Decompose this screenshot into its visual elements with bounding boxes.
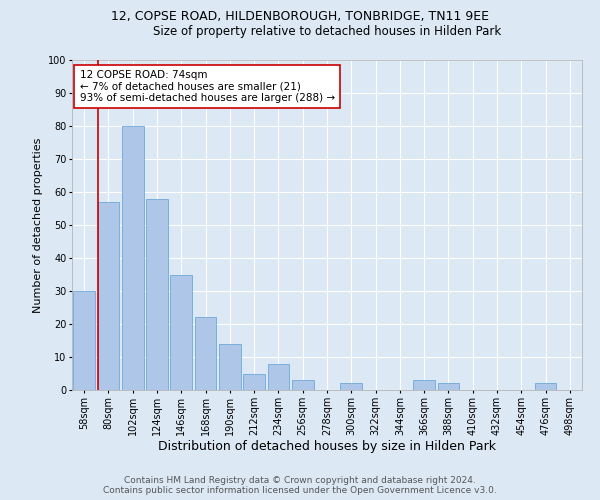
Bar [268, 364, 289, 390]
X-axis label: Distribution of detached houses by size in Hilden Park: Distribution of detached houses by size … [158, 440, 496, 454]
Bar [292, 380, 314, 390]
Bar [219, 344, 241, 390]
Bar [243, 374, 265, 390]
Bar [73, 291, 95, 390]
Bar [170, 274, 192, 390]
Bar [413, 380, 435, 390]
Y-axis label: Number of detached properties: Number of detached properties [32, 138, 43, 312]
Bar [535, 384, 556, 390]
Title: Size of property relative to detached houses in Hilden Park: Size of property relative to detached ho… [153, 25, 501, 38]
Bar [97, 202, 119, 390]
Bar [146, 198, 168, 390]
Text: 12, COPSE ROAD, HILDENBOROUGH, TONBRIDGE, TN11 9EE: 12, COPSE ROAD, HILDENBOROUGH, TONBRIDGE… [111, 10, 489, 23]
Bar [437, 384, 460, 390]
Text: 12 COPSE ROAD: 74sqm
← 7% of detached houses are smaller (21)
93% of semi-detach: 12 COPSE ROAD: 74sqm ← 7% of detached ho… [80, 70, 335, 103]
Bar [340, 384, 362, 390]
Bar [194, 318, 217, 390]
Text: Contains HM Land Registry data © Crown copyright and database right 2024.
Contai: Contains HM Land Registry data © Crown c… [103, 476, 497, 495]
Bar [122, 126, 143, 390]
